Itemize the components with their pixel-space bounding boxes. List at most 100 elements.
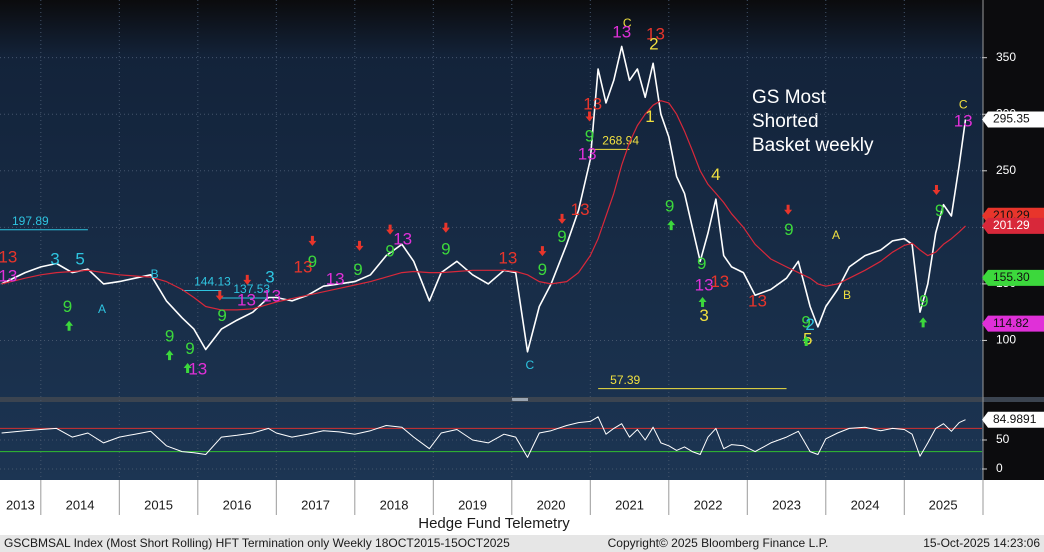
x-tick-label: 2018 (380, 497, 409, 512)
x-tick-label: 2015 (144, 497, 173, 512)
footer-bar (0, 535, 1044, 552)
td-annotation: 9 (353, 260, 362, 279)
signal-arrow (308, 235, 317, 246)
divider-handle (512, 398, 528, 401)
x-tick-label: 2017 (301, 497, 330, 512)
td-annotation: 1 (645, 107, 654, 126)
td-annotation: 2 (805, 315, 814, 334)
x-tick-label: 2025 (929, 497, 958, 512)
td-annotation: 13 (578, 144, 597, 163)
td-annotation: 13 (695, 276, 714, 295)
td-annotation: 4 (711, 165, 720, 184)
td-annotation: 13 (571, 200, 590, 219)
price-last-label: 295.35 (993, 112, 1030, 126)
footer-right: 15-Oct-2025 14:23:06 (923, 536, 1040, 550)
td-annotation: 13 (710, 272, 729, 291)
level-value-label: 155.30 (993, 270, 1030, 284)
x-tick-label: 2024 (851, 497, 880, 512)
rsi-tick-label: 50 (996, 432, 1010, 446)
td-annotation: 9 (308, 252, 317, 271)
td-annotation: 13 (498, 248, 517, 267)
td-annotation: B (151, 267, 159, 281)
y-tick-label: 100 (996, 333, 1016, 347)
td-annotation: 13 (237, 290, 256, 309)
td-annotation: 13 (0, 247, 17, 266)
level-label: 137.53 (233, 282, 270, 296)
td-annotation: 13 (954, 112, 973, 131)
td-annotation: A (98, 302, 106, 316)
td-annotation: C (623, 16, 632, 30)
td-annotation: 9 (919, 291, 928, 310)
td-annotation: 9 (538, 260, 547, 279)
x-tick-label: 2021 (615, 497, 644, 512)
td-annotation: 13 (188, 359, 207, 378)
td-annotation: 5 (75, 250, 84, 269)
td-annotation: 2 (649, 35, 658, 54)
signal-arrow (441, 222, 450, 233)
td-annotation: 13 (748, 291, 767, 310)
td-annotation: 9 (697, 254, 706, 273)
td-annotation: 9 (385, 242, 394, 261)
signal-arrow (386, 224, 395, 235)
td-annotation: 9 (165, 327, 174, 346)
chart-title: Basket weekly (752, 135, 874, 156)
td-annotation: 13 (326, 269, 345, 288)
td-annotation: 9 (665, 196, 674, 215)
signal-arrow (667, 220, 676, 231)
rsi-line (1, 416, 966, 458)
signal-arrow (802, 336, 811, 347)
td-annotation: 9 (217, 306, 226, 325)
level-value-label-box (982, 315, 1044, 332)
level-label: 57.39 (610, 373, 640, 387)
price-line (1, 45, 967, 353)
ma-last-label: 201.29 (993, 218, 1030, 232)
level-label: 268.94 (602, 134, 639, 148)
x-tick-label: 2019 (458, 497, 487, 512)
signal-arrow (538, 246, 547, 257)
td-annotation: A (832, 228, 840, 242)
footer-center: Copyright© 2025 Bloomberg Finance L.P. (608, 536, 829, 550)
y-tick-label: 350 (996, 50, 1016, 64)
td-annotation: 9 (185, 339, 194, 358)
y-tick-label: 250 (996, 163, 1016, 177)
td-annotation: 13 (583, 95, 602, 114)
td-annotation: 3 (699, 306, 708, 325)
td-annotation: 13 (294, 258, 313, 277)
td-annotation: 3 (265, 268, 274, 287)
x-tick-label: 2013 (6, 497, 35, 512)
signal-arrow (919, 317, 928, 328)
td-annotation: 13 (0, 267, 17, 286)
signal-arrow (784, 204, 793, 215)
signal-arrow (558, 213, 567, 224)
caption: Hedge Fund Telemetry (418, 515, 570, 532)
td-annotation: B (843, 288, 851, 302)
panel-background (0, 0, 1044, 480)
signal-arrow (355, 240, 364, 251)
x-tick-label: 2016 (223, 497, 252, 512)
x-tick-label: 2022 (694, 497, 723, 512)
td-annotation: 13 (612, 22, 631, 41)
signal-arrow (243, 274, 252, 285)
footer-left: GSCBMSAL Index (Most Short Rolling) HFT … (4, 536, 510, 550)
td-annotation: 9 (935, 201, 944, 220)
level-value-label: 114.82 (993, 316, 1029, 330)
signal-arrow (932, 185, 941, 196)
td-annotation: 9 (784, 220, 793, 239)
td-annotation: 9 (585, 126, 594, 145)
signal-arrow (165, 350, 174, 361)
level-label: 197.89 (12, 214, 49, 228)
rsi-tick-label: 0 (996, 461, 1003, 475)
level-label: 144.13 (194, 275, 231, 289)
x-axis-area (0, 480, 1044, 535)
x-tick-label: 2023 (772, 497, 801, 512)
x-tick-label: 2020 (537, 497, 566, 512)
rsi-last-label-box (982, 411, 1044, 428)
chart-title: GS Most (752, 87, 827, 108)
td-annotation: C (959, 97, 968, 111)
chart-title: Shorted (752, 111, 819, 132)
td-annotation: 13 (262, 286, 281, 305)
td-annotation: 9 (63, 297, 72, 316)
signal-arrow (585, 111, 594, 122)
axis-strip (983, 0, 1044, 480)
